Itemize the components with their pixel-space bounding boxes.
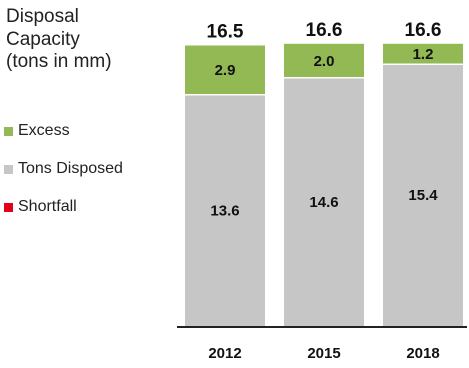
chart-title-line-1: Disposal bbox=[6, 6, 79, 27]
chart-title: Disposal Capacity (tons in mm) bbox=[6, 6, 112, 74]
data-label-tons-disposed-2018: 15.4 bbox=[408, 187, 438, 204]
legend-label-excess: Excess bbox=[18, 122, 70, 139]
x-tick-label-2012: 2012 bbox=[208, 345, 241, 362]
data-label-excess-2018: 1.2 bbox=[413, 46, 434, 63]
bar-tons-disposed-2015 bbox=[284, 77, 364, 326]
bar-excess-2018 bbox=[383, 43, 463, 65]
chart-title-line-2: Capacity bbox=[6, 28, 80, 50]
data-label-tons-disposed-2012: 13.6 bbox=[210, 202, 239, 219]
legend-swatch-excess bbox=[4, 127, 13, 136]
total-label-2018: 16.6 bbox=[405, 20, 442, 41]
bar-group: 13.6 2.9 16.5 2012 14.6 2.0 16.6 2015 15.4 1.2 16.… bbox=[185, 20, 463, 362]
x-tick-label-2018: 2018 bbox=[406, 345, 439, 362]
legend-swatch-shortfall bbox=[4, 203, 13, 212]
legend-swatch-tons-disposed bbox=[4, 165, 13, 174]
bar-tons-disposed-2018 bbox=[383, 64, 463, 326]
chart-title-line-3: (tons in mm) bbox=[6, 51, 112, 72]
x-tick-label-2015: 2015 bbox=[307, 345, 340, 362]
bar-excess-2015 bbox=[284, 43, 364, 78]
bar-excess-2012 bbox=[185, 45, 265, 95]
data-label-tons-disposed-2015: 14.6 bbox=[309, 194, 338, 211]
total-label-2012: 16.5 bbox=[207, 22, 244, 43]
total-label-2015: 16.6 bbox=[306, 20, 343, 41]
legend-label-shortfall: Shortfall bbox=[18, 198, 77, 215]
data-label-excess-2015: 2.0 bbox=[314, 53, 335, 70]
legend-label-tons-disposed: Tons Disposed bbox=[18, 160, 123, 177]
data-label-excess-2012: 2.9 bbox=[215, 62, 236, 79]
bar-tons-disposed-2012 bbox=[185, 94, 265, 326]
